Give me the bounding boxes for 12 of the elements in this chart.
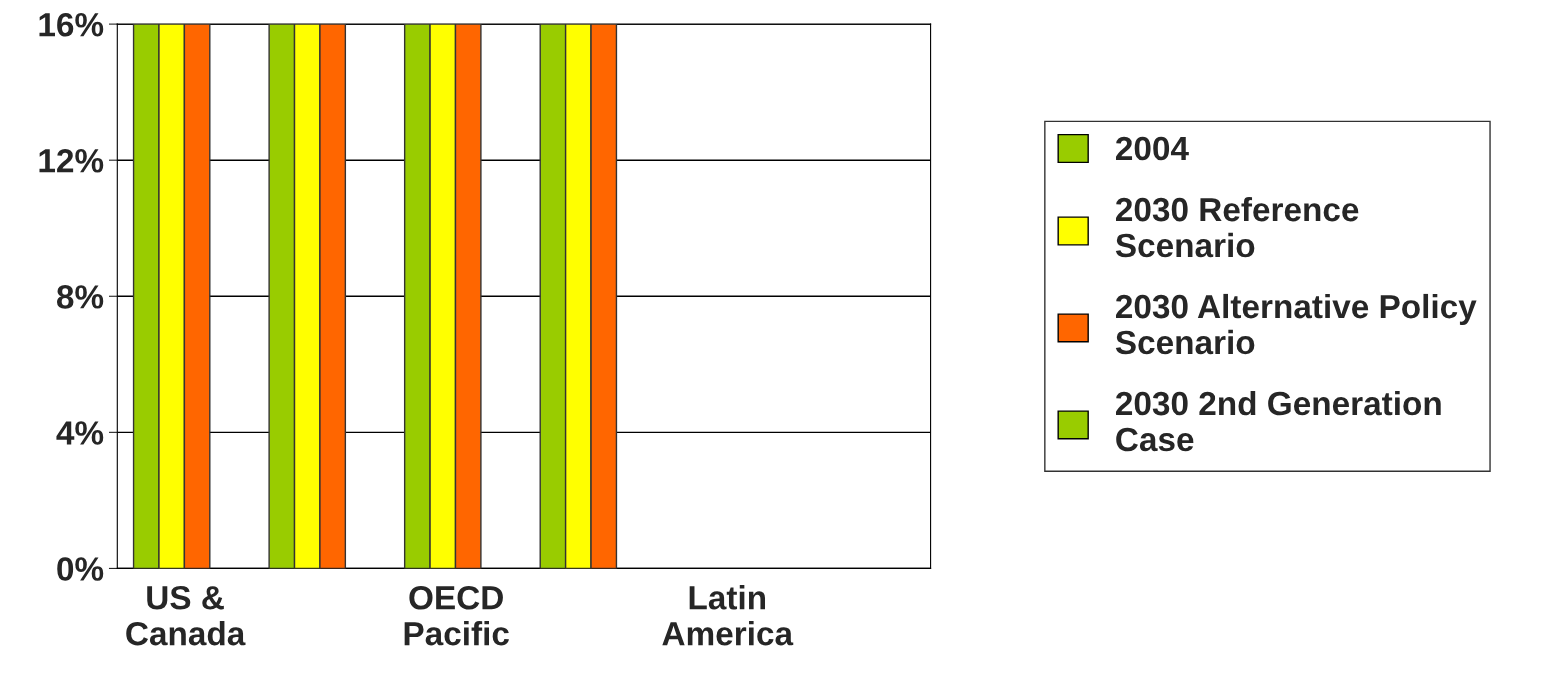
legend-label: 2030 2nd Generation Case [1116, 390, 1441, 452]
legend-label: 2030 Alternative Policy Scenario [1115, 293, 1477, 355]
legend-label: 2030 Reference Scenario [1115, 196, 1359, 258]
x-tick-label: OECD Pacific [404, 585, 509, 646]
y-tick-label: 0% [57, 557, 104, 581]
y-tick-label: 4% [56, 421, 104, 445]
x-tick-label: Latin America [662, 585, 794, 646]
y-tick-label: 16% [39, 12, 104, 37]
x-tick-label: US & Canada [126, 585, 246, 646]
y-tick-label: 12% [39, 148, 104, 173]
legend-label: 2004 [1116, 136, 1189, 161]
y-tick-label: 8% [56, 285, 104, 309]
